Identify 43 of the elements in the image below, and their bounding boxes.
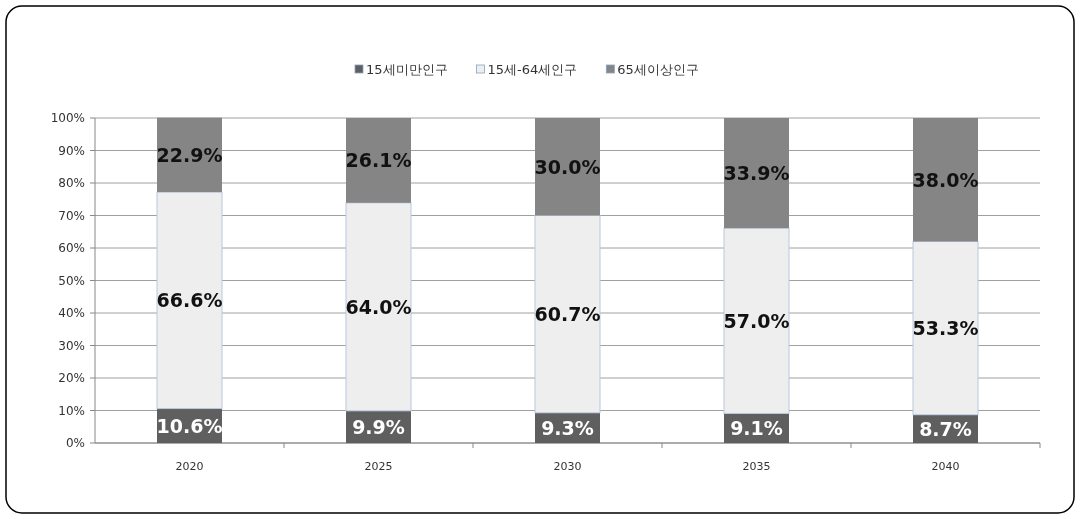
legend-label: 65세이상인구 [617,62,699,77]
data-label: 9.3% [541,416,594,439]
data-label: 53.3% [912,317,979,340]
data-label: 10.6% [156,414,223,437]
bar [535,118,600,216]
legend-label: 15세-64세인구 [487,62,578,77]
x-tick-label: 2035 [742,460,771,473]
y-tick-label: 10% [58,403,85,418]
bar [913,118,978,242]
data-label: 33.9% [723,162,790,185]
data-label: 26.1% [345,149,412,172]
x-tick-label: 2025 [364,460,393,473]
data-label: 60.7% [534,303,601,326]
bar [723,227,790,414]
bar [534,215,601,414]
y-tick-label: 0% [65,436,85,450]
y-tick-label: 40% [58,306,85,320]
bar [912,241,979,416]
data-label: 66.6% [156,289,223,312]
bar [156,191,223,410]
y-tick-label: 90% [58,143,85,158]
data-label: 38.0% [912,168,979,191]
y-tick-label: 20% [58,371,85,385]
y-tick-label: 100% [50,111,85,125]
data-label: 64.0% [345,295,412,318]
x-tick-label: 2040 [931,460,960,473]
bar [724,118,789,229]
data-label: 22.9% [156,143,223,166]
bar [346,118,411,203]
legend-label: 15세미만인구 [366,62,448,77]
y-tick-label: 80% [58,176,85,190]
data-label: 30.0% [534,155,601,178]
data-label: 9.9% [352,415,405,438]
x-tick-label: 2030 [553,460,582,473]
x-tick-label: 2020 [175,460,204,473]
y-tick-label: 50% [58,273,85,288]
data-label: 57.0% [723,309,790,332]
data-label: 8.7% [919,417,972,440]
y-tick-label: 60% [58,241,85,255]
y-tick-label: 70% [58,208,85,223]
bar [345,202,412,412]
y-tick-label: 30% [58,338,85,353]
data-label: 9.1% [730,417,783,440]
